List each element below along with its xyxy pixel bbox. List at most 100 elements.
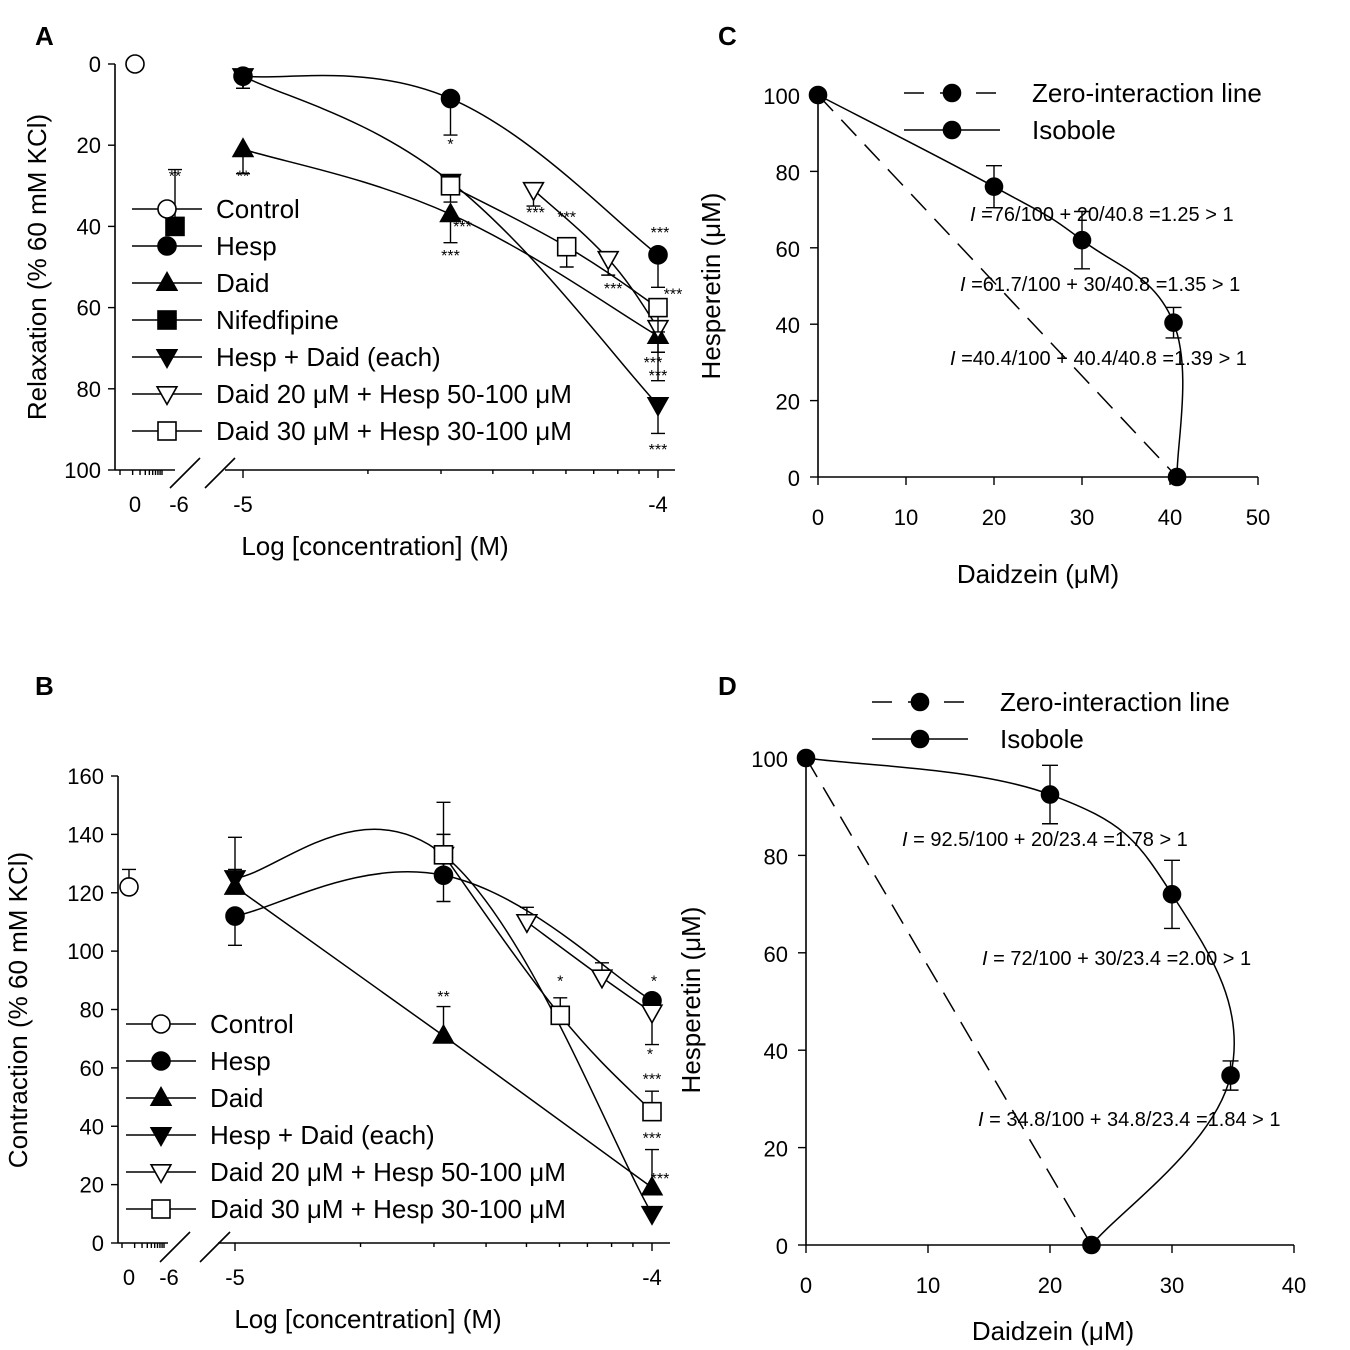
series-daid-30-m-hesp-30-100-m: **** — [433, 833, 662, 1122]
panel-b-data: ************** — [119, 801, 669, 1226]
series-zero-interaction-line — [805, 757, 1093, 1246]
legend-marker — [151, 1014, 171, 1034]
series-daid-20-m-hesp-50-100-m: * — [515, 906, 664, 1063]
legend-item-hesp: Hesp — [126, 1046, 271, 1076]
significance-label: * — [447, 137, 453, 154]
series-line — [817, 94, 1178, 478]
interaction-index-annotation: I =61.7/100 + 30/40.8 =1.35 > 1 — [960, 274, 1240, 296]
y-tick-label: 60 — [77, 296, 101, 321]
data-point — [640, 1175, 664, 1196]
significance-label: *** — [453, 219, 472, 236]
data-point — [640, 1004, 664, 1025]
legend-item-daid-30-m-hesp-30-100-m: Daid 30 μM + Hesp 30-100 μM — [132, 416, 572, 446]
significance-label: *** — [649, 442, 668, 459]
interaction-index-formula: =76/100 + 20/40.8 =1.25 > 1 — [976, 204, 1234, 226]
legend-marker — [151, 1199, 171, 1219]
legend-item-daid: Daid — [126, 1083, 263, 1113]
data-point — [642, 1101, 662, 1122]
panel-c-y-ticks: 0 20 40 60 80 100 — [763, 84, 818, 491]
data-point — [515, 913, 539, 934]
significance-label: ** — [437, 989, 449, 1006]
series-zero-interaction-line — [817, 94, 1178, 478]
y-tick-label: 40 — [77, 214, 101, 239]
data-point — [432, 1023, 455, 1044]
significance-label: *** — [441, 248, 460, 265]
y-tick-label: 80 — [776, 160, 800, 185]
data-point — [225, 906, 245, 926]
panel-c-legend: Zero-interaction line Isobole — [904, 78, 1262, 145]
x-tick-label: 0 — [123, 1265, 135, 1290]
significance-label: *** — [526, 205, 545, 222]
legend-marker — [157, 236, 177, 256]
legend-item-isobole: Isobole — [904, 115, 1116, 145]
interaction-index-annotation: I = 34.8/100 + 34.8/23.4 =1.84 > 1 — [978, 1109, 1281, 1131]
y-tick-label: 100 — [763, 84, 800, 109]
data-point — [1162, 885, 1182, 904]
legend-marker — [910, 692, 930, 712]
y-tick-label: 140 — [67, 822, 104, 847]
x-tick-label: 10 — [916, 1273, 940, 1298]
legend-marker — [157, 199, 177, 219]
series-line — [234, 828, 653, 1215]
legend-label: Control — [216, 194, 300, 224]
x-tick-label: 30 — [1160, 1273, 1184, 1298]
data-point — [596, 250, 620, 271]
data-point — [1167, 467, 1187, 487]
legend-item-zero-interaction-line: Zero-interaction line — [872, 687, 1230, 717]
y-tick-label: 20 — [80, 1173, 104, 1198]
panel-b-axes — [117, 776, 670, 1263]
data-point — [640, 1205, 664, 1226]
panel-b-legend: Control Hesp Daid Hesp + Daid (each) Daid 20… — [126, 1009, 566, 1224]
legend-label: Daid 30 μM + Hesp 30-100 μM — [210, 1194, 566, 1224]
legend-marker — [149, 1086, 173, 1106]
x-tick-label: 0 — [800, 1273, 812, 1298]
x-tick-label: 20 — [1038, 1273, 1062, 1298]
data-point — [796, 748, 816, 768]
legend-label: Nifedfipine — [216, 305, 339, 335]
x-tick-label: 40 — [1158, 505, 1182, 530]
significance-label: *** — [643, 1072, 662, 1089]
legend-item-daid-20-m-hesp-50-100-m: Daid 20 μM + Hesp 50-100 μM — [132, 379, 572, 409]
legend-item-daid-20-m-hesp-50-100-m: Daid 20 μM + Hesp 50-100 μM — [126, 1157, 566, 1187]
interaction-index-formula: = 72/100 + 30/23.4 =2.00 > 1 — [988, 948, 1252, 970]
y-tick-label: 80 — [764, 844, 788, 869]
panel-c-x-label: Daidzein (μM) — [957, 559, 1119, 589]
legend-label: Hesp + Daid (each) — [210, 1120, 435, 1150]
interaction-index-symbol: I — [950, 348, 956, 370]
data-point — [231, 137, 255, 158]
significance-label: * — [651, 974, 657, 991]
series-daid-20-m-hesp-50-100-m: *** *** *** — [522, 181, 670, 372]
significance-label: *** — [649, 368, 668, 385]
x-tick-label: 20 — [982, 505, 1006, 530]
interaction-index-formula: = 34.8/100 + 34.8/23.4 =1.84 > 1 — [984, 1109, 1281, 1131]
data-point — [119, 877, 139, 897]
legend-item-daid-30-m-hesp-30-100-m: Daid 30 μM + Hesp 30-100 μM — [126, 1194, 566, 1224]
y-tick-label: 100 — [67, 939, 104, 964]
interaction-index-formula: =40.4/100 + 40.4/40.8 =1.39 > 1 — [956, 348, 1247, 370]
data-point — [648, 245, 668, 265]
x-tick-label: -6 — [159, 1265, 179, 1290]
legend-label: Daid — [216, 268, 269, 298]
data-point — [1082, 1235, 1101, 1255]
data-point — [231, 68, 255, 89]
x-tick-label: 30 — [1070, 505, 1094, 530]
panel-a-axes — [114, 64, 675, 489]
x-tick-label: 10 — [894, 505, 918, 530]
x-tick-label: 40 — [1282, 1273, 1306, 1298]
legend-label: Isobole — [1000, 724, 1084, 754]
legend-label: Hesp + Daid (each) — [216, 342, 441, 372]
legend-marker — [155, 271, 179, 292]
data-point — [808, 85, 828, 105]
panel-label-a: A — [35, 21, 54, 51]
panel-b-x-ticks: -5 -4 0 -6 — [121, 1243, 662, 1290]
legend-label: Hesp — [210, 1046, 271, 1076]
y-tick-label: 40 — [80, 1114, 104, 1139]
legend-marker — [157, 421, 177, 441]
interaction-index-annotation: I =76/100 + 20/40.8 =1.25 > 1 — [970, 204, 1234, 226]
legend-item-nifedfipine: Nifedfipine — [132, 305, 339, 335]
data-point — [440, 176, 461, 196]
y-tick-label: 0 — [89, 52, 101, 77]
panel-label-c: C — [718, 21, 737, 51]
series-daid-30-m-hesp-30-100-m: *** *** *** — [440, 176, 682, 333]
